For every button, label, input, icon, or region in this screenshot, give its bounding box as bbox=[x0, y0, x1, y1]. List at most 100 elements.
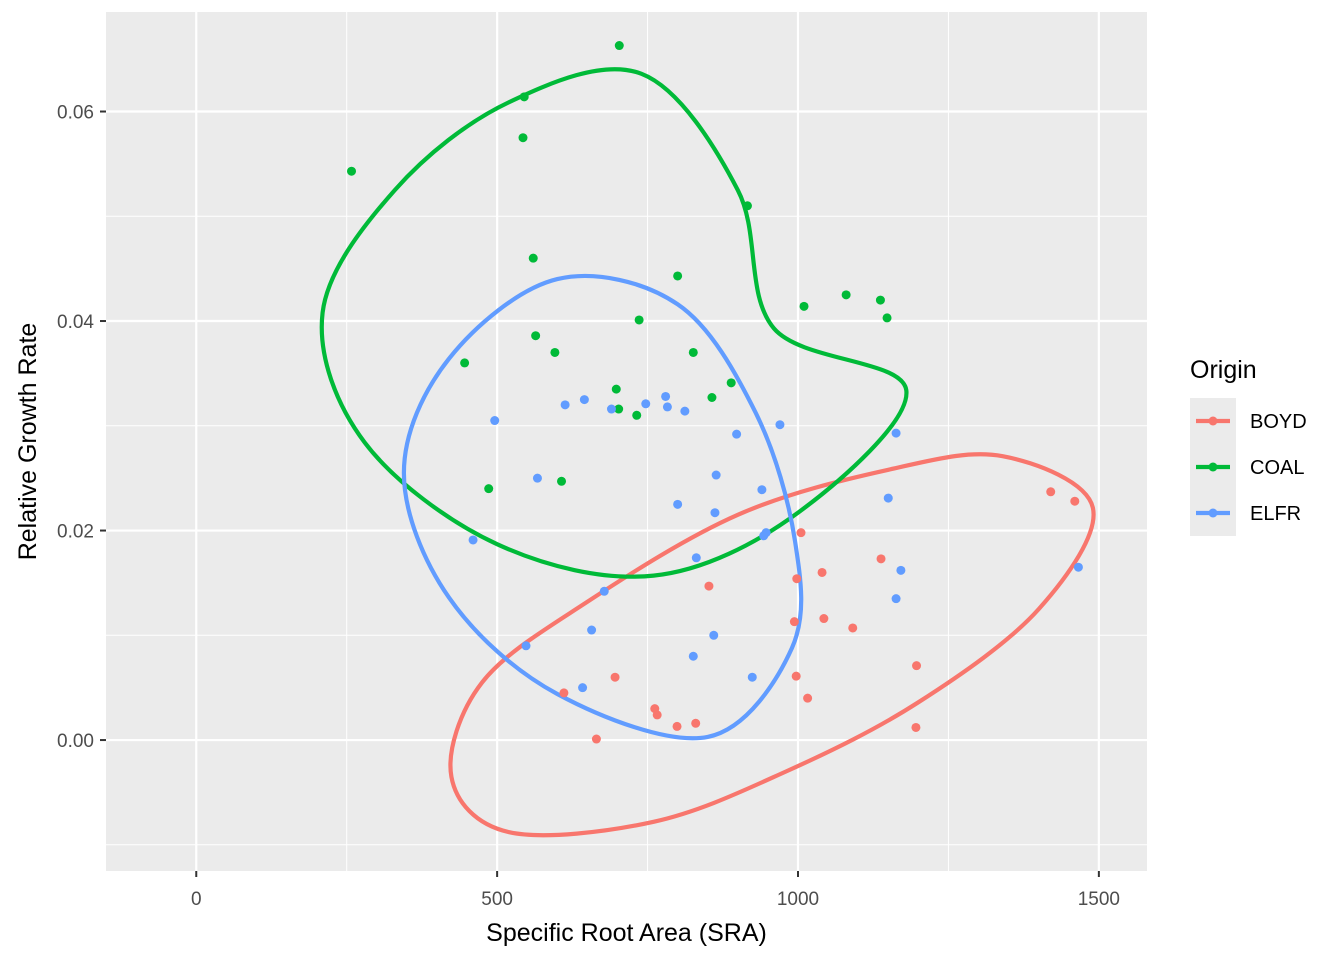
data-points bbox=[347, 41, 1083, 744]
ellipse-coal bbox=[319, 67, 909, 579]
point-elfr bbox=[891, 594, 901, 604]
point-coal bbox=[484, 484, 494, 494]
legend-point-coal bbox=[1208, 462, 1218, 472]
point-elfr bbox=[747, 672, 757, 682]
point-elfr bbox=[490, 416, 500, 426]
point-elfr bbox=[710, 508, 720, 518]
point-elfr bbox=[761, 528, 771, 538]
point-boyd bbox=[789, 617, 799, 627]
x-tick-label: 500 bbox=[481, 889, 513, 910]
point-elfr bbox=[883, 493, 893, 503]
point-elfr bbox=[578, 683, 588, 693]
legend-label-elfr: ELFR bbox=[1250, 503, 1301, 525]
point-coal bbox=[688, 347, 698, 357]
point-elfr bbox=[891, 428, 901, 438]
point-boyd bbox=[652, 710, 662, 720]
ellipse-elfr bbox=[401, 273, 804, 741]
point-boyd bbox=[792, 574, 802, 584]
point-elfr bbox=[680, 406, 690, 416]
point-boyd bbox=[672, 721, 682, 731]
point-elfr bbox=[711, 470, 721, 480]
point-boyd bbox=[817, 567, 827, 577]
point-boyd bbox=[559, 688, 569, 698]
confidence-ellipses bbox=[319, 67, 1096, 838]
point-elfr bbox=[662, 402, 672, 412]
point-boyd bbox=[1070, 496, 1080, 506]
legend-title: Origin bbox=[1190, 356, 1257, 384]
point-boyd bbox=[610, 672, 620, 682]
point-elfr bbox=[641, 399, 651, 409]
point-coal bbox=[531, 331, 541, 341]
point-coal bbox=[632, 410, 642, 420]
point-elfr bbox=[691, 553, 701, 563]
legend-point-elfr bbox=[1208, 508, 1218, 518]
point-coal bbox=[707, 393, 717, 403]
legend-point-boyd bbox=[1208, 416, 1218, 426]
major-gridlines bbox=[106, 12, 1147, 871]
x-tick-label: 1500 bbox=[1078, 889, 1120, 910]
point-boyd bbox=[691, 718, 701, 728]
point-elfr bbox=[896, 565, 906, 575]
minor-gridlines bbox=[106, 12, 1147, 871]
point-boyd bbox=[1046, 487, 1056, 497]
ellipse-boyd bbox=[448, 452, 1096, 838]
point-boyd bbox=[791, 671, 801, 681]
x-axis-ticks: 0 500 1000 1500 bbox=[191, 871, 1120, 910]
point-coal bbox=[611, 384, 621, 394]
point-coal bbox=[550, 347, 560, 357]
legend-label-boyd: BOYD bbox=[1250, 411, 1307, 433]
point-boyd bbox=[591, 734, 601, 744]
point-boyd bbox=[876, 554, 886, 564]
point-elfr bbox=[599, 586, 609, 596]
point-elfr bbox=[560, 400, 570, 410]
point-coal bbox=[347, 166, 357, 176]
point-elfr bbox=[688, 651, 698, 661]
point-elfr bbox=[757, 485, 767, 495]
y-tick-label: 0.00 bbox=[57, 731, 94, 752]
point-elfr bbox=[661, 391, 671, 401]
point-coal bbox=[742, 201, 752, 211]
point-boyd bbox=[911, 722, 921, 732]
point-elfr bbox=[606, 404, 616, 414]
point-elfr bbox=[709, 630, 719, 640]
point-boyd bbox=[819, 614, 829, 624]
point-coal bbox=[882, 313, 892, 323]
point-boyd bbox=[803, 693, 813, 703]
point-coal bbox=[875, 295, 885, 305]
plot-panel bbox=[106, 12, 1147, 871]
point-coal bbox=[799, 301, 809, 311]
point-boyd bbox=[704, 581, 714, 591]
legend-items: BOYD COAL ELFR bbox=[1190, 398, 1307, 536]
x-tick-label: 1000 bbox=[777, 889, 819, 910]
point-elfr bbox=[587, 625, 597, 635]
y-tick-label: 0.04 bbox=[57, 312, 94, 333]
point-coal bbox=[726, 378, 736, 388]
point-coal bbox=[519, 92, 529, 102]
y-tick-label: 0.06 bbox=[57, 103, 94, 124]
point-coal bbox=[614, 41, 624, 51]
point-coal bbox=[841, 290, 851, 300]
point-coal bbox=[634, 315, 644, 325]
legend: Origin BOYD COAL ELFR bbox=[1190, 356, 1307, 536]
point-elfr bbox=[673, 499, 683, 509]
point-elfr bbox=[468, 535, 478, 545]
point-elfr bbox=[532, 473, 542, 483]
y-axis-ticks: 0.00 0.02 0.04 0.06 bbox=[57, 103, 106, 752]
y-tick-label: 0.02 bbox=[57, 522, 94, 543]
legend-label-coal: COAL bbox=[1250, 457, 1304, 479]
point-coal bbox=[614, 404, 624, 414]
point-elfr bbox=[579, 395, 589, 405]
point-coal bbox=[557, 476, 567, 486]
point-coal bbox=[518, 133, 528, 143]
point-coal bbox=[460, 358, 470, 368]
point-coal bbox=[528, 253, 538, 263]
point-boyd bbox=[848, 623, 858, 633]
point-coal bbox=[673, 271, 683, 281]
x-tick-label: 0 bbox=[191, 889, 202, 910]
x-axis-title: Specific Root Area (SRA) bbox=[486, 919, 767, 947]
point-elfr bbox=[1073, 562, 1083, 572]
y-axis-title: Relative Growth Rate bbox=[14, 323, 42, 561]
point-elfr bbox=[732, 429, 742, 439]
